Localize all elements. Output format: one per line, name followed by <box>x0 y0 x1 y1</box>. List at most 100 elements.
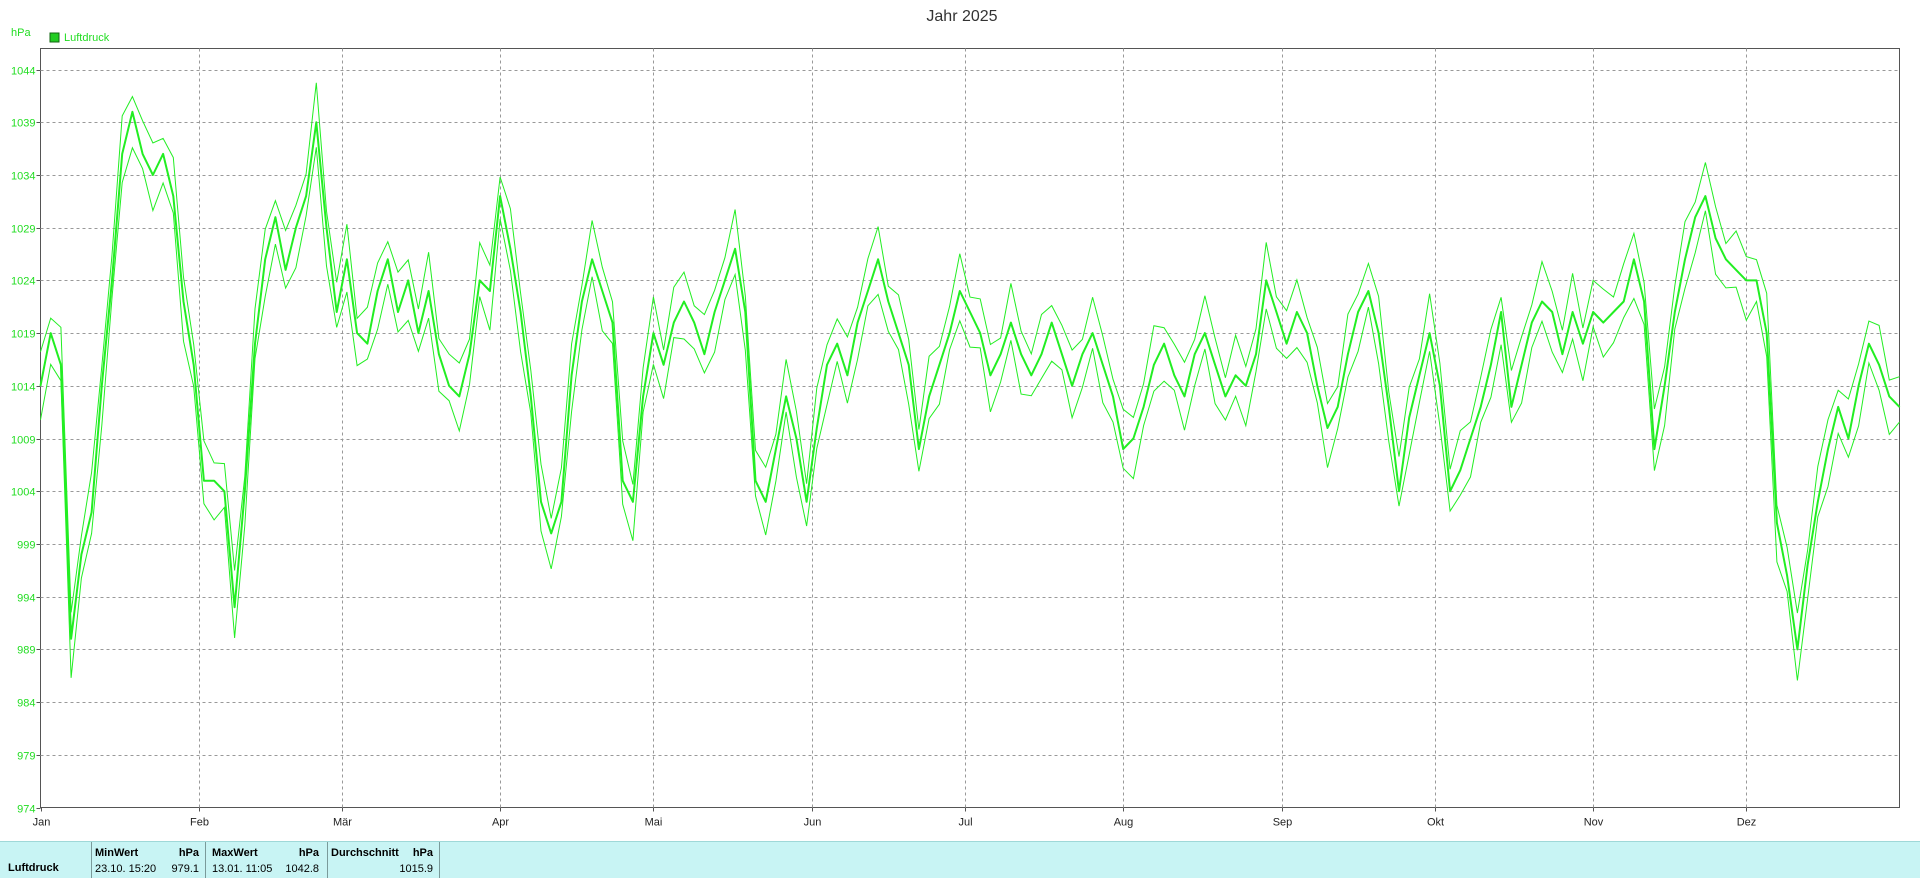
data-point <box>969 311 971 313</box>
data-point <box>417 332 419 334</box>
data-point <box>683 300 685 303</box>
data-point <box>1755 279 1758 281</box>
data-point <box>397 311 399 313</box>
data-point <box>887 300 889 303</box>
data-point <box>1051 322 1053 324</box>
x-tick-label: Apr <box>492 817 509 829</box>
y-tick-label: 1044 <box>11 66 35 78</box>
data-point <box>530 395 532 397</box>
data-point <box>652 332 655 334</box>
data-point <box>897 332 900 334</box>
x-tick-label: Aug <box>1114 817 1134 829</box>
data-point <box>1541 300 1543 303</box>
data-point <box>581 300 583 303</box>
max-unit: hPa <box>298 847 319 859</box>
data-point <box>468 353 471 355</box>
data-point <box>1521 364 1523 366</box>
data-point <box>121 153 123 155</box>
data-point <box>1633 258 1635 260</box>
data-point <box>1061 353 1063 355</box>
data-point <box>1112 395 1114 397</box>
y-tick-label: 974 <box>17 804 35 816</box>
data-point <box>1296 311 1298 313</box>
data-point <box>91 511 93 513</box>
x-tick-label: Sep <box>1273 817 1293 829</box>
data-point <box>1694 216 1696 218</box>
x-tick-label: Nov <box>1584 817 1604 829</box>
data-point <box>479 279 481 281</box>
data-point <box>775 448 777 450</box>
x-tick-label: Mai <box>645 817 663 829</box>
data-point <box>1643 300 1645 303</box>
data-point <box>703 353 706 355</box>
data-point <box>428 290 430 292</box>
y-tick-label: 1004 <box>11 487 35 499</box>
x-tick-label: Okt <box>1427 817 1444 829</box>
data-point <box>1388 406 1390 408</box>
data-point <box>571 374 573 376</box>
data-point <box>1796 648 1798 651</box>
data-point <box>1868 343 1870 345</box>
data-point <box>1183 395 1186 397</box>
data-point <box>1102 364 1104 366</box>
data-point <box>1807 564 1809 566</box>
data-point <box>244 490 246 492</box>
legend: Luftdruck <box>49 32 110 44</box>
pressure-chart: Jahr 2025 hPa Luftdruck 9749799849899949… <box>11 8 1901 829</box>
max-header: MaxWert <box>212 847 258 859</box>
data-point <box>448 385 450 387</box>
x-tick-label: Mär <box>333 817 352 829</box>
data-point <box>315 121 317 123</box>
data-point <box>1235 374 1237 376</box>
data-point <box>591 258 593 260</box>
stats-label-cell: Luftdruck <box>0 842 91 878</box>
data-point <box>285 269 287 271</box>
data-point <box>1602 322 1604 324</box>
data-point <box>1684 258 1686 260</box>
data-point <box>601 290 603 292</box>
data-point <box>458 395 460 397</box>
data-point <box>1704 195 1706 197</box>
data-point <box>1653 448 1655 450</box>
max-value: 1042.8 <box>285 863 319 875</box>
data-point <box>560 501 563 503</box>
series-group <box>39 82 1901 681</box>
data-point <box>663 364 665 366</box>
data-point <box>1531 322 1533 324</box>
data-point <box>1827 448 1829 450</box>
data-point <box>1725 258 1727 260</box>
y-tick-label: 1014 <box>11 382 35 394</box>
y-tick-label: 1029 <box>11 224 35 236</box>
data-point <box>1817 501 1819 503</box>
data-point <box>632 501 634 503</box>
data-point <box>1071 385 1073 387</box>
data-point <box>1664 385 1666 387</box>
min-unit: hPa <box>178 847 199 859</box>
data-point <box>754 480 757 482</box>
data-point <box>1367 290 1369 292</box>
data-point <box>1357 311 1359 313</box>
data-point <box>611 322 614 324</box>
x-tick-label: Feb <box>190 817 209 829</box>
data-point <box>836 343 838 345</box>
data-point <box>162 153 164 155</box>
chart-title: Jahr 2025 <box>926 8 997 25</box>
data-point <box>499 195 501 197</box>
data-point <box>356 332 358 334</box>
data-point <box>1510 406 1512 408</box>
data-point <box>1275 311 1277 313</box>
data-point <box>550 532 552 535</box>
y-tick-label: 1019 <box>11 329 35 341</box>
data-point <box>765 501 767 503</box>
data-point <box>60 364 62 366</box>
data-point <box>1459 469 1461 471</box>
data-point <box>540 501 542 503</box>
data-point <box>1092 332 1094 334</box>
data-point <box>274 216 276 218</box>
y-tick-label: 1024 <box>11 276 35 288</box>
data-point <box>1194 353 1196 355</box>
data-point <box>1214 364 1216 366</box>
data-point <box>131 111 133 113</box>
stats-min-cell: MinWert hPa 23.10. 15:20 979.1 <box>91 842 205 878</box>
data-point <box>366 343 368 345</box>
